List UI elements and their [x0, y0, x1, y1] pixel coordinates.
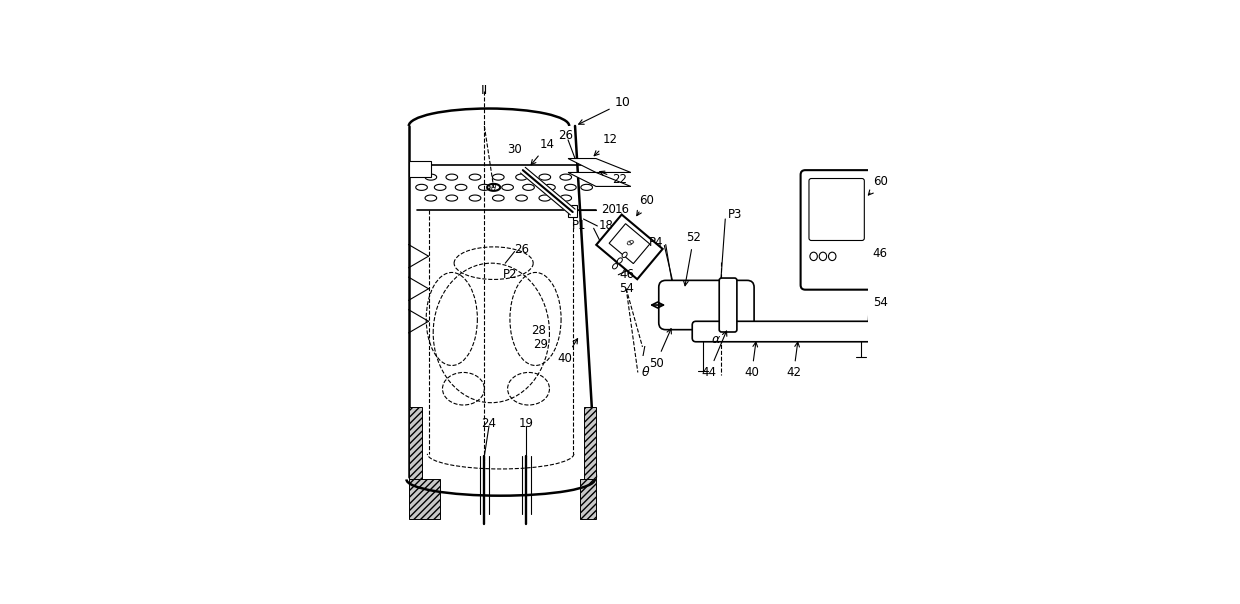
Ellipse shape — [810, 252, 817, 260]
Text: 44: 44 — [702, 331, 727, 379]
Text: 10: 10 — [579, 96, 630, 124]
Text: 46: 46 — [619, 268, 634, 281]
Text: 19: 19 — [518, 417, 533, 430]
Ellipse shape — [622, 252, 627, 257]
Polygon shape — [408, 480, 440, 519]
Text: 22: 22 — [600, 171, 627, 186]
FancyBboxPatch shape — [658, 280, 754, 330]
Text: $\theta$: $\theta$ — [490, 182, 497, 193]
Text: 54: 54 — [873, 296, 888, 309]
Text: 46: 46 — [873, 248, 888, 260]
Text: P2: P2 — [503, 268, 517, 281]
Text: 26: 26 — [558, 129, 573, 142]
Polygon shape — [609, 223, 650, 263]
Polygon shape — [568, 173, 631, 187]
Polygon shape — [584, 407, 596, 480]
Text: 12: 12 — [594, 133, 618, 156]
Ellipse shape — [820, 252, 827, 260]
Text: $\alpha$: $\alpha$ — [712, 333, 722, 347]
Text: 60: 60 — [637, 194, 653, 216]
Text: P1: P1 — [572, 219, 587, 233]
Text: 40: 40 — [558, 339, 578, 365]
Text: 26: 26 — [515, 243, 529, 255]
Text: 60: 60 — [868, 175, 888, 195]
FancyBboxPatch shape — [808, 179, 864, 240]
Polygon shape — [568, 158, 631, 173]
Text: II: II — [481, 83, 489, 97]
Text: 16: 16 — [615, 203, 630, 216]
Polygon shape — [579, 480, 596, 519]
FancyBboxPatch shape — [692, 321, 872, 342]
Ellipse shape — [828, 252, 836, 260]
Polygon shape — [568, 205, 578, 217]
Text: $l$: $l$ — [641, 344, 646, 359]
Polygon shape — [596, 214, 662, 279]
Text: P3: P3 — [728, 208, 742, 221]
Text: 18: 18 — [598, 219, 613, 233]
Text: 30: 30 — [507, 143, 522, 156]
Text: $\theta$: $\theta$ — [622, 236, 636, 249]
Ellipse shape — [618, 258, 622, 263]
Polygon shape — [408, 407, 422, 480]
Text: 54: 54 — [619, 282, 634, 295]
Text: 50: 50 — [649, 329, 671, 370]
Text: 42: 42 — [786, 342, 801, 379]
Text: 20: 20 — [601, 203, 616, 216]
Text: 14: 14 — [531, 138, 556, 165]
Text: P4: P4 — [649, 236, 663, 249]
Text: 24: 24 — [481, 417, 496, 430]
FancyBboxPatch shape — [719, 278, 737, 332]
Text: $\theta$: $\theta$ — [641, 365, 651, 379]
Polygon shape — [408, 161, 430, 177]
Text: 40: 40 — [744, 342, 759, 379]
Text: 52: 52 — [683, 231, 701, 286]
FancyBboxPatch shape — [801, 170, 873, 290]
Text: 28: 28 — [531, 324, 546, 337]
Ellipse shape — [613, 263, 618, 269]
Text: 29: 29 — [533, 338, 548, 351]
